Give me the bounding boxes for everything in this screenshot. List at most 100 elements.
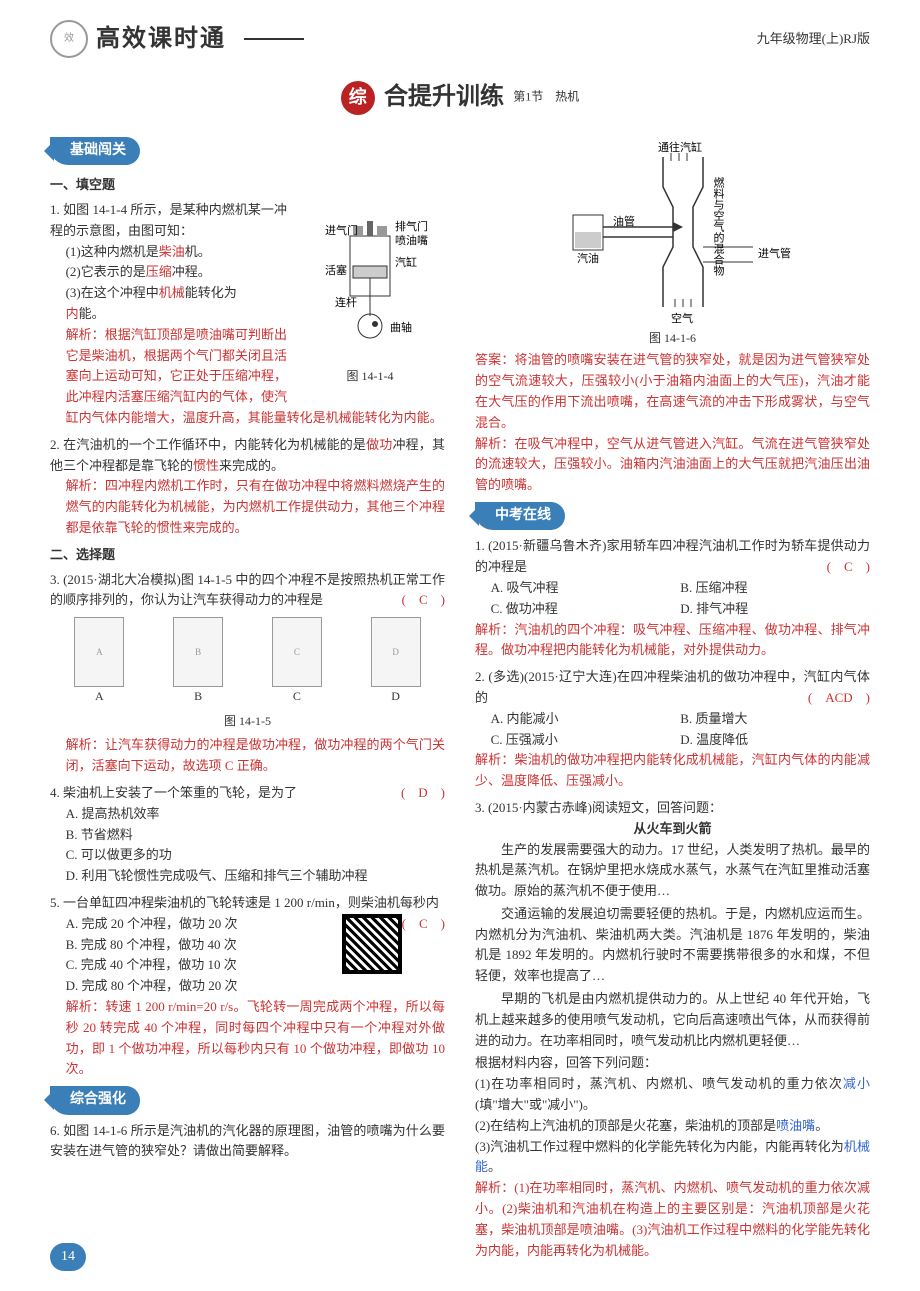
zq3-s2c: 。 [815, 1118, 828, 1133]
q6-analysis-label: 解析： [475, 436, 515, 451]
zq3-s1b: 减小 [843, 1076, 870, 1091]
figure-14-1-6: 通往汽缸 燃料与空气的混合物 油管 汽油 空气 进气管 图 14-1-6 [475, 137, 870, 347]
svg-text:空气: 空气 [671, 311, 693, 325]
zq1-opt-c: C. 做功冲程 [491, 599, 681, 620]
zq2-answer: ( ACD ) [808, 688, 870, 709]
question-2: 2. 在汽油机的一个工作循环中，内能转化为机械能的是做功冲程，其他三个冲程都是靠… [50, 435, 445, 539]
zq2-analysis: 柴油机的做功冲程把内能转化成机械能，汽缸内气体的内能减少、温度降低、压强减小。 [475, 752, 870, 788]
q2-analysis: 四冲程内燃机工作时，只有在做功冲程中将燃料燃烧产生的燃气的内能转化为机械能，为内… [66, 478, 445, 535]
section-tab-enhance: 综合强化 [50, 1086, 140, 1114]
q2-b1: 做功 [366, 437, 392, 452]
question-3: 3. (2015·湖北大冶模拟)图 14-1-5 中的四个冲程不是按照热机正常工… [50, 570, 445, 778]
zq3-s1a: (1)在功率相同时，蒸汽机、内燃机、喷气发动机的重力依次 [475, 1076, 843, 1091]
q4-opt-d: D. 利用飞轮惯性完成吸气、压缩和排气三个辅助冲程 [66, 866, 445, 887]
q4-opt-b: B. 节省燃料 [66, 825, 445, 846]
q4-stem: 4. 柴油机上安装了一个笨重的飞轮，是为了 [50, 785, 297, 800]
q3-lb: B [173, 687, 223, 706]
brand-text: 高效课时通 [96, 20, 226, 58]
zq2-opt-a: A. 内能减小 [491, 709, 681, 730]
zq2-opt-b: B. 质量增大 [680, 709, 870, 730]
qr-code-icon [342, 914, 402, 974]
zq1-opt-d: D. 排气冲程 [680, 599, 870, 620]
q5-answer: ( C ) [402, 914, 445, 935]
svg-text:汽缸: 汽缸 [395, 255, 417, 269]
heading-fill: 一、填空题 [50, 175, 445, 196]
question-1: 进气门 排气门 喷油嘴 活塞 汽缸 连杆 曲轴 图 14-1-4 1. 如图 1… [50, 200, 445, 429]
passage-p2: 交通运输的发展迫切需要轻便的热机。于是，内燃机应运而生。内燃机分为汽油机、柴油机… [475, 904, 870, 987]
q1-p3c: 能转化为 [185, 285, 237, 300]
q6-analysis: 在吸气冲程中，空气从进气管进入汽缸。气流在进气管狭窄处的流速较大，压强较小。油箱… [475, 436, 870, 493]
brand-underline [244, 38, 304, 40]
q1-p3a: (3)在这个冲程中 [66, 285, 159, 300]
zq1-opt-b: B. 压缩冲程 [680, 578, 870, 599]
q5-analysis: 转速 1 200 r/min=20 r/s。飞轮转一周完成两个冲程，所以每秒 2… [66, 999, 445, 1076]
svg-text:进气管: 进气管 [758, 246, 791, 260]
svg-text:活塞: 活塞 [325, 263, 347, 277]
q5-opt-d: D. 完成 80 个冲程，做功 20 次 [66, 976, 445, 997]
q2-b2: 惯性 [193, 458, 219, 473]
q4-answer: ( D ) [401, 783, 445, 804]
zq3-s3a: (3)汽油机工作过程中燃料的化学能先转化为内能，内能再转化为 [475, 1139, 844, 1154]
svg-text:油管: 油管 [613, 214, 635, 228]
q1-p2a: (2)它表示的是 [66, 264, 146, 279]
q3-analysis: 让汽车获得动力的冲程是做功冲程，做功冲程的两个气门关闭，活塞向下运动，故选项 C… [66, 737, 445, 773]
q5-analysis-label: 解析： [66, 999, 106, 1014]
q3-la: A [74, 687, 124, 706]
page-number: 14 [50, 1243, 86, 1271]
zq1-stem: 1. (2015·新疆乌鲁木齐)家用轿车四冲程汽油机工作时为轿车提供动力的冲程是 [475, 538, 870, 574]
q1-p1c: 机。 [185, 244, 211, 259]
svg-text:喷油嘴: 喷油嘴 [395, 233, 428, 247]
q3-stem: 3. (2015·湖北大冶模拟)图 14-1-5 中的四个冲程不是按照热机正常工… [50, 572, 445, 608]
q1-p4b: 能。 [79, 306, 105, 321]
fig-14-1-5-caption: 图 14-1-5 [50, 712, 445, 731]
left-column: 基础闯关 一、填空题 进气门 排气门 喷油嘴 活塞 汽缸 [50, 137, 445, 1268]
badge-main: 合提升训练 [384, 84, 504, 110]
engine-diagram-svg: 进气门 排气门 喷油嘴 活塞 汽缸 连杆 曲轴 [295, 206, 445, 356]
q4-opt-c: C. 可以做更多的功 [66, 845, 445, 866]
page-title: 综 合提升训练 第1节 热机 [0, 78, 920, 116]
svg-text:连杆: 连杆 [335, 295, 357, 309]
svg-text:进气门: 进气门 [325, 223, 358, 237]
q1-p4a: 内 [66, 306, 79, 321]
zq1-analysis-label: 解析： [475, 622, 515, 637]
zq3-analysis-label: 解析： [475, 1180, 514, 1195]
zq3-analysis: (1)在功率相同时，蒸汽机、内燃机、喷气发动机的重力依次减小。(2)柴油机和汽油… [475, 1180, 870, 1257]
zq3-s1c: (填"增大"或"减小")。 [475, 1097, 596, 1112]
exam-question-2: 2. (多选)(2015·辽宁大连)在四冲程柴油机的做功冲程中，汽缸内气体的 (… [475, 667, 870, 792]
q2-a: 2. 在汽油机的一个工作循环中，内能转化为机械能的是 [50, 437, 366, 452]
q4-opt-a: A. 提高热机效率 [66, 804, 445, 825]
figure-14-1-4: 进气门 排气门 喷油嘴 活塞 汽缸 连杆 曲轴 图 14-1-4 [295, 206, 445, 390]
zq3-s3c: 。 [488, 1159, 501, 1174]
zq2-opt-c: C. 压强减小 [491, 730, 681, 751]
grade-label: 九年级物理(上)RJ版 [757, 29, 870, 50]
zq1-answer: ( C ) [827, 557, 870, 578]
zq3-s2b: 喷油嘴 [776, 1118, 815, 1133]
badge-sub: 第1节 热机 [513, 90, 579, 104]
q2-c: 来完成的。 [219, 458, 284, 473]
figure-14-1-5: AA BB CC DD [50, 617, 445, 706]
svg-text:曲轴: 曲轴 [390, 320, 412, 334]
exam-question-3: 3. (2015·内蒙古赤峰)阅读短文，回答问题： 从火车到火箭 生产的发展需要… [475, 798, 870, 1262]
zq1-opt-a: A. 吸气冲程 [491, 578, 681, 599]
question-5: 5. 一台单缸四冲程柴油机的飞轮转速是 1 200 r/min，则柴油机每秒内 … [50, 893, 445, 1080]
q2-analysis-label: 解析： [66, 478, 105, 493]
badge-icon: 综 [341, 81, 375, 115]
svg-text:汽油: 汽油 [577, 251, 599, 265]
passage-p1: 生产的发展需要强大的动力。17 世纪，人类发明了热机。最早的热机是蒸汽机。在锅炉… [475, 840, 870, 902]
section-tab-exam: 中考在线 [475, 502, 565, 530]
svg-text:排气门: 排气门 [395, 219, 428, 233]
zq2-analysis-label: 解析： [475, 752, 515, 767]
q1-p1b: 柴油 [159, 244, 185, 259]
passage-title: 从火车到火箭 [475, 819, 870, 840]
passage-p3: 早期的飞机是由内燃机提供动力的。从上世纪 40 年代开始，飞机上越来越多的使用喷… [475, 989, 870, 1051]
question-4: 4. 柴油机上安装了一个笨重的飞轮，是为了 ( D ) A. 提高热机效率 B.… [50, 783, 445, 887]
q6-ans: 将油管的喷嘴安装在进气管的狭窄处，就是因为进气管狭窄处的空气流速较大，压强较小(… [475, 352, 870, 429]
fig-14-1-6-caption: 图 14-1-6 [475, 331, 870, 347]
q3-answer: ( C ) [402, 590, 445, 611]
zq1-analysis: 汽油机的四个冲程：吸气冲程、压缩冲程、做功冲程、排气冲程。做功冲程把内能转化为机… [475, 622, 870, 658]
heading-choice: 二、选择题 [50, 545, 445, 566]
q3-analysis-label: 解析： [66, 737, 105, 752]
q3-ld: D [371, 687, 421, 706]
q1-p3b: 机械 [159, 285, 185, 300]
right-column: 通往汽缸 燃料与空气的混合物 油管 汽油 空气 进气管 图 14-1-6 答案：… [475, 137, 870, 1268]
